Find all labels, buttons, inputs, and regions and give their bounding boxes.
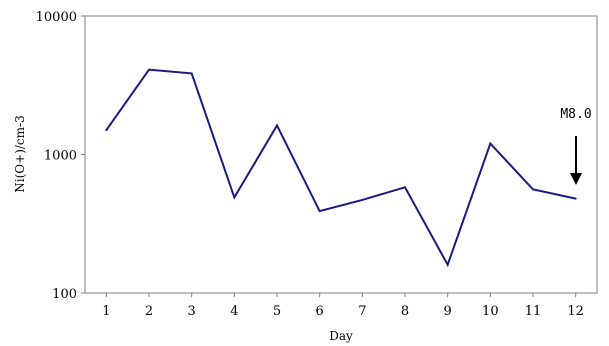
y-tick-label: 10000 [36,10,77,25]
x-tick-label: 3 [188,304,196,319]
x-tick-label: 2 [145,304,153,319]
data-point [148,68,150,71]
series-line [105,68,576,268]
data-point [318,210,321,213]
y-tick-label: 100 [52,287,77,302]
data-point [574,197,577,200]
x-tick-label: 1 [102,304,110,319]
y-axis-title: Ni(O+)/cm-3 [13,115,27,192]
data-point [105,129,108,132]
x-axis-title: Day [329,329,353,343]
x-tick-label: 4 [230,304,238,319]
x-tick-label: 12 [567,304,584,319]
x-tick-label: 11 [525,304,542,319]
data-point [233,196,236,199]
x-tick-label: 6 [316,304,324,319]
data-point [190,72,193,75]
annotation-arrowhead [570,173,582,185]
x-tick-label: 7 [358,304,366,319]
annotation-label: M8.0 [560,107,591,122]
y-tick-label: 1000 [44,149,77,164]
y-axis-ticks: 100 1000 10000 [36,10,85,302]
x-tick-label: 9 [444,304,452,319]
data-point [489,142,492,145]
x-axis-ticks: 1 2 3 4 5 6 7 8 9 10 11 12 [102,293,584,319]
data-point [276,124,278,127]
data-point [361,198,364,201]
x-tick-label: 5 [273,304,281,319]
data-point [404,186,406,189]
series-points [105,68,577,266]
plot-area [84,15,598,294]
x-tick-label: 8 [401,304,409,319]
data-point [532,188,534,191]
x-tick-label: 10 [482,304,499,319]
data-point [446,263,449,266]
